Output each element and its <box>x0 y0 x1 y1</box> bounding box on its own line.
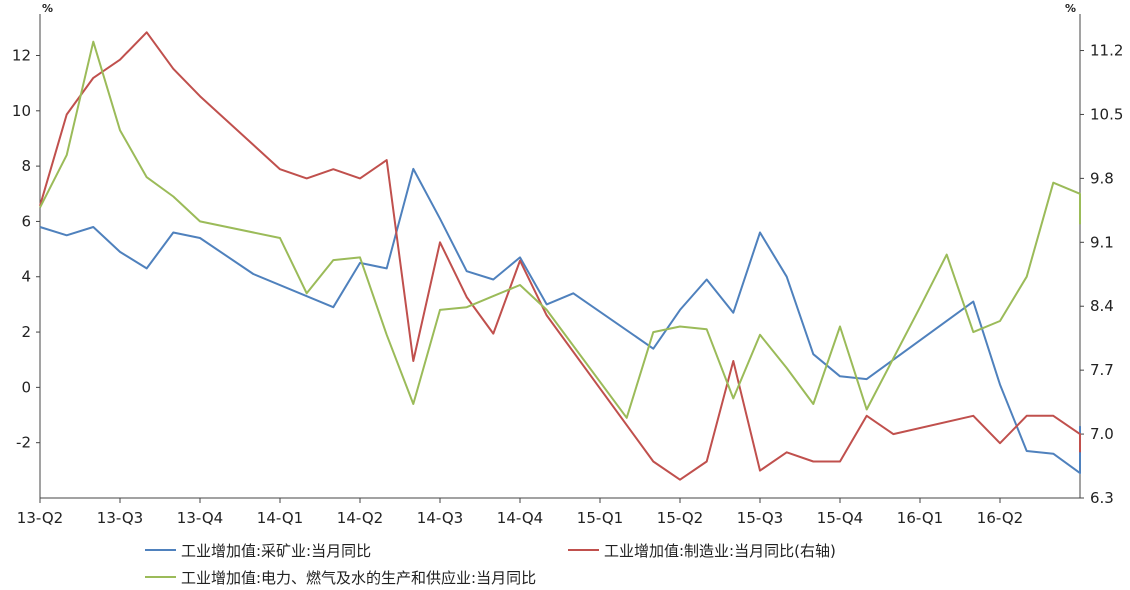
right-tick-label: 9.8 <box>1090 169 1114 187</box>
x-tick-label: 15-Q2 <box>657 509 703 527</box>
left-tick-label: 12 <box>12 46 31 64</box>
x-tick-label: 16-Q2 <box>977 509 1023 527</box>
right-tick-label: 11.2 <box>1090 42 1123 60</box>
x-tick-label: 14-Q4 <box>497 509 543 527</box>
right-axis-ticks: 6.3 7.0 7.7 8.4 9.1 9.8 10.5 11.2 <box>1080 42 1123 507</box>
x-tick-label: 15-Q1 <box>577 509 623 527</box>
left-tick-label: 6 <box>21 212 31 230</box>
x-axis-ticks: 13-Q2 13-Q3 13-Q4 14-Q1 14-Q2 14-Q3 14-Q4 15-Q1… <box>17 498 1023 527</box>
legend: 工业增加值:采矿业:当月同比 工业增加值:制造业:当月同比(右轴) 工业增加值:… <box>145 542 836 587</box>
right-tick-label: 8.4 <box>1090 297 1114 315</box>
legend-label-utilities: 工业增加值:电力、燃气及水的生产和供应业:当月同比 <box>181 569 536 587</box>
x-tick-label: 14-Q3 <box>417 509 463 527</box>
x-tick-label: 15-Q4 <box>817 509 863 527</box>
left-axis-unit: % <box>42 2 53 15</box>
series-line-mining <box>39 167 1081 475</box>
x-tick-label: 15-Q3 <box>737 509 783 527</box>
right-tick-label: 6.3 <box>1090 489 1114 507</box>
right-tick-label: 9.1 <box>1090 233 1114 251</box>
right-tick-label: 10.5 <box>1090 105 1123 123</box>
legend-label-mining: 工业增加值:采矿业:当月同比 <box>181 542 371 560</box>
left-tick-label: 4 <box>21 268 31 286</box>
series-lines <box>39 31 1081 481</box>
left-tick-label: -2 <box>16 434 31 452</box>
plot-area: % % -2 0 2 4 6 8 10 12 6.3 7.0 7.7 8.4 9.1 9.8 10.5 11… <box>12 2 1124 527</box>
x-tick-label: 13-Q4 <box>177 509 223 527</box>
right-axis-unit: % <box>1065 2 1076 15</box>
x-tick-label: 13-Q3 <box>97 509 143 527</box>
x-tick-label: 14-Q2 <box>337 509 383 527</box>
x-tick-label: 14-Q1 <box>257 509 303 527</box>
left-tick-label: 8 <box>21 157 31 175</box>
x-tick-label: 16-Q1 <box>897 509 943 527</box>
legend-label-manufacturing: 工业增加值:制造业:当月同比(右轴) <box>604 542 836 560</box>
series-line-manufacturing <box>39 31 1081 481</box>
series-line-utilities <box>39 40 1081 419</box>
right-tick-label: 7.7 <box>1090 361 1114 379</box>
left-tick-label: 10 <box>12 102 31 120</box>
x-tick-label: 13-Q2 <box>17 509 63 527</box>
left-tick-label: 0 <box>21 378 31 396</box>
left-axis-ticks: -2 0 2 4 6 8 10 12 <box>12 46 40 452</box>
right-tick-label: 7.0 <box>1090 425 1114 443</box>
left-tick-label: 2 <box>21 323 31 341</box>
